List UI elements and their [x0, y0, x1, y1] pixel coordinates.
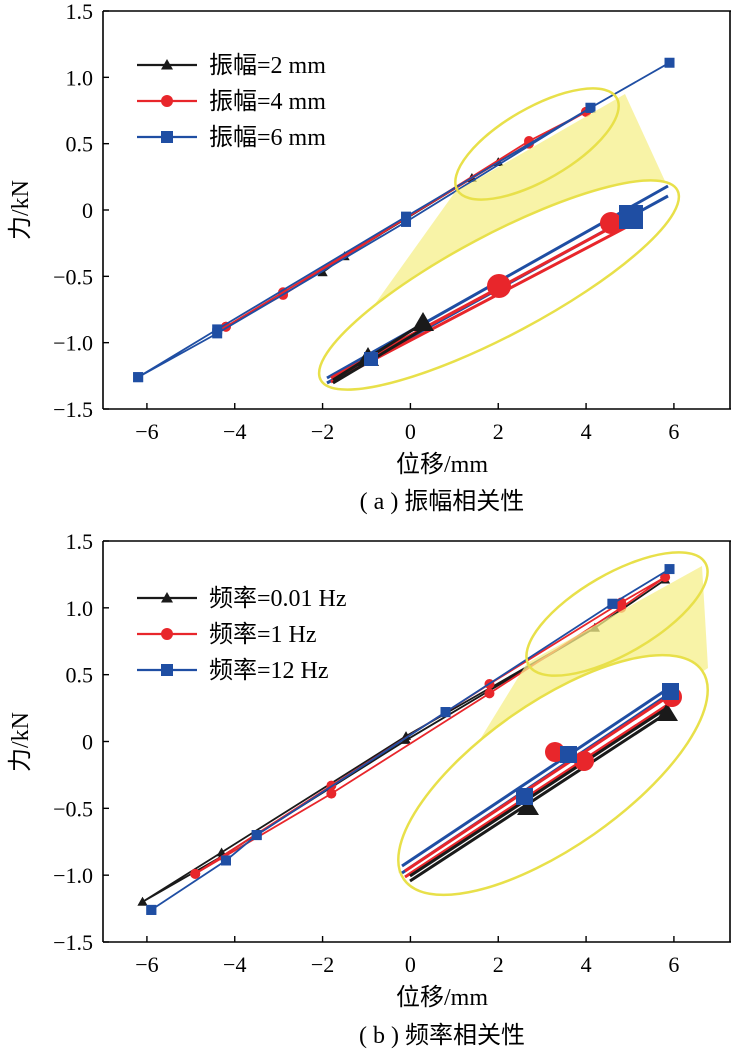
y-tick-label: 1.5	[66, 0, 94, 24]
zoom-inset-b	[397, 551, 709, 897]
zoom-black-line-a1	[332, 320, 426, 382]
data-point	[660, 572, 671, 583]
data-point	[137, 896, 148, 906]
y-tick-label: −1.5	[53, 930, 93, 955]
data-point	[484, 688, 495, 699]
x-axis-label: 位移/mm	[396, 451, 488, 478]
data-point	[251, 830, 262, 841]
zoom-lines-b	[401, 683, 682, 883]
data-point	[585, 102, 596, 113]
x-tick-label: 0	[405, 419, 416, 444]
x-tick-label: −2	[311, 419, 334, 444]
zoom-square-marker-b3	[662, 683, 679, 700]
zoom-square-marker-a2	[364, 352, 378, 366]
x-tick-label: −2	[311, 952, 334, 977]
data-point	[212, 328, 223, 339]
legend: 频率=0.01 Hz 频率=1 Hz 频率=12 Hz	[137, 585, 347, 684]
y-axis-label: 力/kN	[7, 180, 34, 240]
legend-label: 振幅=6 mm	[209, 124, 326, 151]
data-point	[401, 216, 412, 227]
legend-marker	[161, 59, 173, 70]
zoom-triangle-marker-a1	[412, 312, 434, 331]
data-point	[401, 211, 412, 222]
axes: −6 −4 −2 0 2 4 6 1.5 1.0 0.5 0 −0.5 −1.0 −1.5	[53, 0, 731, 444]
legend-label: 振幅=4 mm	[209, 88, 326, 115]
zoom-lines-a	[326, 184, 669, 385]
zoom-square-marker-b1	[516, 788, 533, 805]
zoom-inset-a	[317, 87, 681, 391]
panel-b: −6 −4 −2 0 2 4 6 1.5 1.0 0.5 0 −0.5 −1.0 −1.5 频率=0.01 …	[7, 529, 731, 1049]
y-tick-label: −1.0	[53, 863, 93, 888]
zoom-red-line-b1	[404, 692, 673, 873]
legend-label: 频率=12 Hz	[209, 657, 329, 684]
x-tick-label: 4	[581, 952, 592, 977]
x-tick-label: 2	[493, 419, 504, 444]
legend: 振幅=2 mm 振幅=4 mm 振幅=6 mm	[137, 52, 326, 151]
data-point	[326, 788, 337, 799]
data-point	[401, 735, 412, 744]
zoom-circle-marker-a1	[487, 274, 511, 298]
zoom-red-line-b2	[404, 700, 673, 879]
x-tick-label: −4	[223, 419, 246, 444]
y-tick-label: 1.0	[66, 596, 94, 621]
series-2	[133, 57, 675, 383]
x-tick-label: 0	[405, 952, 416, 977]
y-tick-label: 0	[82, 730, 93, 755]
x-axis-label: 位移/mm	[396, 984, 488, 1011]
legend-marker	[161, 628, 173, 640]
y-tick-label: −0.5	[53, 264, 93, 289]
data-point	[146, 904, 157, 915]
y-tick-label: 1.5	[66, 529, 94, 554]
zoom-source-ellipse-a	[454, 87, 620, 201]
y-tick-label: −1.5	[53, 397, 93, 422]
figure-caption: ( a ) 振幅相关性	[360, 488, 525, 515]
legend-label: 频率=0.01 Hz	[209, 585, 347, 612]
data-point	[607, 598, 618, 609]
zoom-triangle-marker-b1	[517, 797, 539, 815]
x-tick-label: −6	[135, 952, 158, 977]
zoom-black-line-a2	[332, 326, 426, 385]
x-tick-label: 2	[493, 952, 504, 977]
data-point	[664, 564, 675, 575]
series-2	[146, 564, 675, 915]
legend-marker	[161, 664, 173, 676]
zoom-square-marker-b2	[560, 746, 577, 763]
axes: −6 −4 −2 0 2 4 6 1.5 1.0 0.5 0 −0.5 −1.0 −1.5	[53, 529, 731, 977]
y-tick-label: 0.5	[66, 663, 94, 688]
data-point	[133, 372, 144, 383]
zoom-source-ellipse-b	[525, 551, 709, 677]
zoom-blue-line-b1	[401, 684, 673, 868]
data-point	[440, 707, 451, 718]
zoom-circle-marker-a2	[600, 212, 622, 234]
y-tick-label: 1.0	[66, 65, 94, 90]
legend-label: 频率=1 Hz	[209, 621, 317, 648]
zoom-circle-marker-b2	[574, 751, 594, 771]
legend-label: 振幅=2 mm	[209, 52, 326, 79]
legend-marker	[161, 131, 173, 143]
legend-marker	[161, 95, 173, 107]
y-tick-label: −1.0	[53, 331, 93, 356]
zoom-black-line-b2	[409, 711, 668, 883]
x-tick-label: −4	[223, 952, 246, 977]
x-tick-label: 6	[668, 952, 679, 977]
zoom-triangle-marker-b2	[656, 703, 678, 721]
panel-a: −6 −4 −2 0 2 4 61.51.00.50−0.5−1.0−1.5振幅=2 mm振…	[7, 0, 731, 515]
y-tick-label: 0.5	[66, 132, 94, 157]
x-tick-label: 4	[581, 419, 592, 444]
data-point	[190, 868, 201, 879]
data-point	[220, 855, 231, 866]
x-tick-label: 6	[668, 419, 679, 444]
legend-marker	[161, 592, 173, 603]
zoom-black-line-b1	[409, 706, 668, 878]
y-tick-label: −0.5	[53, 796, 93, 821]
zoom-square-marker-a1	[619, 205, 643, 229]
data-point	[664, 57, 675, 68]
figure-caption: ( b ) 频率相关性	[359, 1022, 525, 1049]
x-tick-label: −6	[135, 419, 158, 444]
y-tick-label: 0	[82, 198, 93, 223]
y-axis-label: 力/kN	[7, 712, 34, 772]
